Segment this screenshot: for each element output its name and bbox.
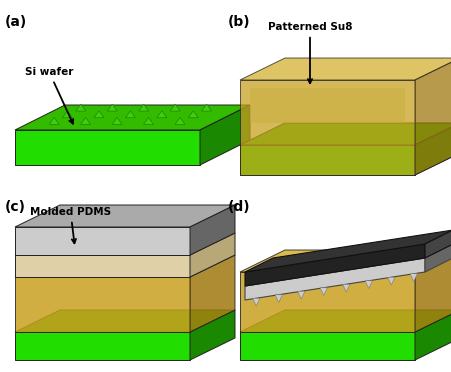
Polygon shape [190, 310, 235, 360]
Polygon shape [190, 205, 235, 255]
Polygon shape [170, 104, 180, 111]
Text: (d): (d) [228, 200, 251, 214]
Polygon shape [240, 250, 451, 272]
Text: (a): (a) [5, 15, 27, 29]
Polygon shape [240, 145, 415, 175]
Polygon shape [202, 104, 212, 111]
Text: Patterned Su8: Patterned Su8 [268, 22, 352, 83]
Polygon shape [81, 118, 91, 124]
Polygon shape [139, 104, 149, 111]
Text: Molded PDMS: Molded PDMS [30, 207, 111, 243]
Polygon shape [365, 281, 373, 289]
Polygon shape [76, 104, 86, 111]
Text: Si wafer: Si wafer [25, 67, 74, 124]
Polygon shape [415, 250, 451, 332]
Polygon shape [298, 291, 305, 299]
Polygon shape [410, 274, 417, 282]
Polygon shape [320, 288, 327, 295]
Polygon shape [415, 310, 451, 360]
Polygon shape [157, 111, 167, 118]
Polygon shape [240, 58, 451, 80]
Polygon shape [190, 255, 235, 332]
Polygon shape [240, 272, 415, 332]
Polygon shape [425, 230, 451, 258]
Polygon shape [175, 118, 185, 124]
Polygon shape [15, 105, 250, 130]
Polygon shape [107, 104, 117, 111]
Polygon shape [125, 111, 135, 118]
Polygon shape [143, 118, 153, 124]
Polygon shape [188, 111, 198, 118]
Polygon shape [15, 332, 190, 360]
Polygon shape [15, 205, 235, 227]
Polygon shape [415, 58, 451, 175]
Polygon shape [15, 277, 190, 332]
Polygon shape [240, 80, 415, 175]
Polygon shape [15, 130, 200, 165]
Text: (b): (b) [228, 15, 251, 29]
Polygon shape [49, 118, 59, 124]
Polygon shape [415, 123, 451, 175]
Polygon shape [343, 284, 350, 292]
Polygon shape [94, 111, 104, 118]
Polygon shape [240, 332, 415, 360]
Polygon shape [245, 244, 451, 286]
Polygon shape [253, 298, 260, 306]
Polygon shape [245, 230, 451, 272]
Polygon shape [200, 105, 250, 165]
Polygon shape [63, 111, 73, 118]
Polygon shape [15, 310, 235, 332]
Polygon shape [15, 255, 190, 277]
Polygon shape [15, 233, 235, 255]
Polygon shape [250, 88, 405, 123]
Polygon shape [15, 255, 235, 277]
Polygon shape [425, 244, 451, 272]
Polygon shape [15, 227, 190, 255]
Polygon shape [275, 295, 282, 302]
Polygon shape [240, 123, 451, 145]
Polygon shape [112, 118, 122, 124]
Polygon shape [245, 258, 425, 300]
Polygon shape [388, 277, 395, 285]
Polygon shape [245, 244, 425, 286]
Polygon shape [240, 310, 451, 332]
Polygon shape [190, 233, 235, 277]
Text: (c): (c) [5, 200, 26, 214]
